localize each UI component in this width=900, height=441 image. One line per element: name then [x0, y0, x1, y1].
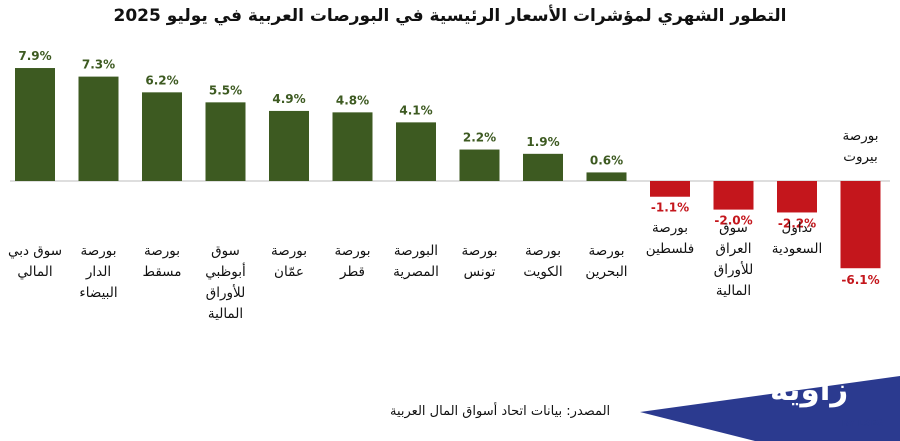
- category-label-12: تداول السعودية: [772, 220, 822, 257]
- category-label-5: بورصة قطر: [335, 243, 371, 280]
- bar-12: [777, 181, 817, 213]
- source-note: المصدر: بيانات اتحاد أسواق المال العربية: [390, 404, 611, 419]
- bar-13: [840, 181, 881, 269]
- bar-1: [78, 76, 119, 181]
- value-label-9: 0.6%: [590, 153, 623, 167]
- bar-10: [650, 181, 690, 197]
- value-label-8: 1.9%: [526, 135, 559, 149]
- category-label-3: سوق أبوظبي للأوراق المالية: [205, 243, 246, 322]
- bar-0: [15, 68, 55, 181]
- category-label-6: البورصة المصرية: [393, 243, 439, 280]
- bar-2: [142, 92, 182, 181]
- chart-title: التطور الشهري لمؤشرات الأسعار الرئيسية ف…: [113, 6, 787, 26]
- value-label-4: 4.9%: [272, 92, 305, 106]
- value-label-12: -2.2%: [778, 216, 816, 230]
- bar-11: [713, 181, 754, 210]
- bar-9: [586, 172, 627, 181]
- bar-5: [332, 112, 373, 181]
- bar-6: [396, 122, 436, 181]
- value-label-5: 4.8%: [336, 93, 369, 107]
- category-label-7: بورصة تونس: [462, 243, 498, 280]
- category-label-2: بورصة مسقط: [143, 243, 182, 280]
- value-label-7: 2.2%: [463, 131, 496, 145]
- value-label-3: 5.5%: [209, 83, 242, 97]
- value-label-11: -2.0%: [714, 214, 752, 228]
- value-label-6: 4.1%: [399, 103, 432, 117]
- category-label-4: بورصة عمّان: [271, 243, 307, 280]
- category-label-9: بورصة البحرين: [585, 243, 627, 280]
- category-label-13: بورصة بيروت: [843, 128, 879, 165]
- bar-8: [523, 153, 563, 181]
- category-label-10: بورصة فلسطين: [646, 220, 694, 257]
- value-label-13: -6.1%: [841, 273, 879, 287]
- bar-3: [205, 102, 246, 181]
- value-label-10: -1.1%: [651, 201, 689, 215]
- zawya-logo-text: زاوية: [770, 372, 849, 408]
- category-label-1: بورصة الدار البيضاء: [79, 243, 117, 301]
- value-label-2: 6.2%: [145, 73, 178, 87]
- value-label-1: 7.3%: [82, 58, 115, 72]
- zawya-logo-subtitle: BY LSEG: [842, 419, 884, 429]
- category-label-11: سوق العراق للأوراق المالية: [714, 220, 753, 299]
- category-label-8: بورصة الكويت: [523, 243, 562, 280]
- bar-7: [459, 149, 500, 181]
- bar-4: [269, 110, 309, 181]
- category-label-0: سوق دبي المالي: [8, 243, 62, 280]
- value-label-0: 7.9%: [18, 49, 51, 63]
- zawya-logo: [640, 376, 900, 441]
